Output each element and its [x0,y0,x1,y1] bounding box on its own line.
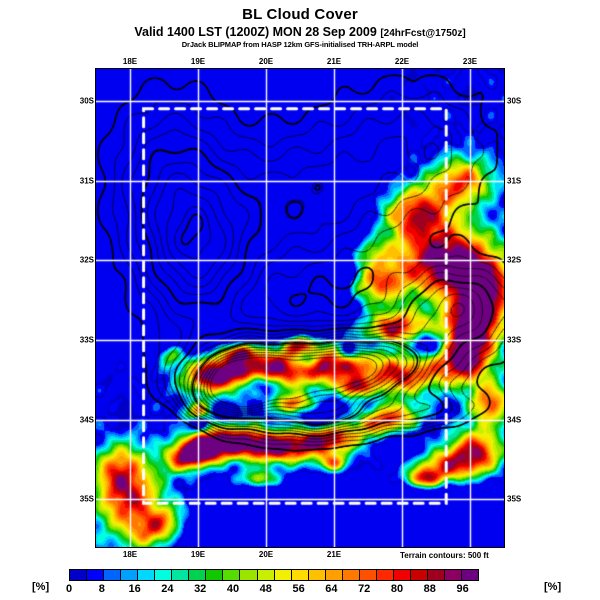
colorbar-segment [291,570,309,580]
colorbar-tick-label: 16 [128,583,141,595]
cloud-cover-field-canvas [96,69,504,547]
colorbar-segment [462,570,479,580]
colorbar-segment [223,570,241,580]
lon-tick-bottom: 20E [258,550,274,559]
colorbar-segment [376,570,394,580]
colorbar-tick-label: 88 [423,583,436,595]
colorbar-segment [445,570,463,580]
page-title: BL Cloud Cover [242,6,358,23]
lat-tick-left: 31S [79,176,94,186]
lat-tick-right: 33S [507,335,522,345]
colorbar-swatches [69,569,479,581]
valid-time-text: Valid 1400 LST (1200Z) MON 28 Sep 2009 [134,25,377,39]
colorbar-segment [427,570,446,580]
colorbar-segment [138,570,156,580]
map-plot-area [95,68,505,548]
colorbar-segment [393,570,411,580]
colorbar-tick-label: 72 [358,583,371,595]
lat-tick-right: 35S [507,494,522,504]
colorbar-units-right: [%] [544,581,562,593]
colorbar-tick-label: 8 [98,583,105,595]
lat-tick-left: 32S [79,255,94,265]
colorbar-segment [410,570,428,580]
colorbar-segment [189,570,207,580]
colorbar-tick-label: 40 [226,583,240,595]
colorbar-tick-label: 96 [456,583,469,595]
lat-tick-left: 35S [79,494,94,504]
colorbar-segment [240,570,258,580]
colorbar-segment [121,570,139,580]
colorbar-tick-label: 24 [161,583,174,595]
lon-tick-top: 23E [462,57,478,66]
colorbar-segment [104,570,122,580]
lon-tick-bottom: 21E [326,550,342,559]
colorbar-segment [359,570,377,580]
forecast-bracket-text: [24hrFcst@1750z] [380,28,466,39]
lon-tick-bottom: 19E [190,550,206,559]
colorbar-segment [206,570,224,580]
colorbar-units-left: [%] [32,581,50,593]
colorbar-segment [155,570,173,580]
terrain-contour-note: Terrain contours: 500 ft [400,551,489,560]
lat-tick-left: 33S [79,335,94,345]
lon-tick-top: 19E [190,57,206,66]
lat-tick-right: 31S [507,176,522,186]
colorbar-legend: [%] [%] 0 8 16 24 32 40 48 56 64 72 80 88 96 [0,560,600,600]
lon-tick-top: 21E [326,57,342,66]
colorbar-tick-label: 64 [325,583,338,595]
colorbar-segment [172,570,190,580]
colorbar-tick-label: 48 [259,583,272,595]
lat-tick-right: 34S [507,415,522,425]
colorbar-segment [325,570,343,580]
lat-tick-left: 34S [79,415,94,425]
lat-tick-left: 30S [79,96,94,106]
colorbar-tick-label: 0 [65,583,73,595]
lon-tick-top: 20E [258,57,274,66]
lon-tick-bottom: 18E [122,550,138,559]
colorbar-tick-label: 80 [390,583,404,595]
valid-time-subtitle: Valid 1400 LST (1200Z) MON 28 Sep 2009 [… [0,25,600,39]
colorbar-segment [70,570,88,580]
colorbar-tick-label: 56 [292,583,305,595]
colorbar-segment [342,570,360,580]
lat-tick-right: 30S [507,96,522,106]
colorbar-segment [274,570,292,580]
colorbar-tick-label: 32 [194,583,207,595]
colorbar-segment [308,570,326,580]
lon-tick-top: 22E [394,57,410,66]
colorbar-segment [87,570,105,580]
model-source-line: DrJack BLIPMAP from HASP 12km GFS-initia… [181,40,419,49]
lon-tick-top: 18E [122,57,138,66]
lat-tick-right: 32S [507,255,522,265]
colorbar-segment [257,570,275,580]
